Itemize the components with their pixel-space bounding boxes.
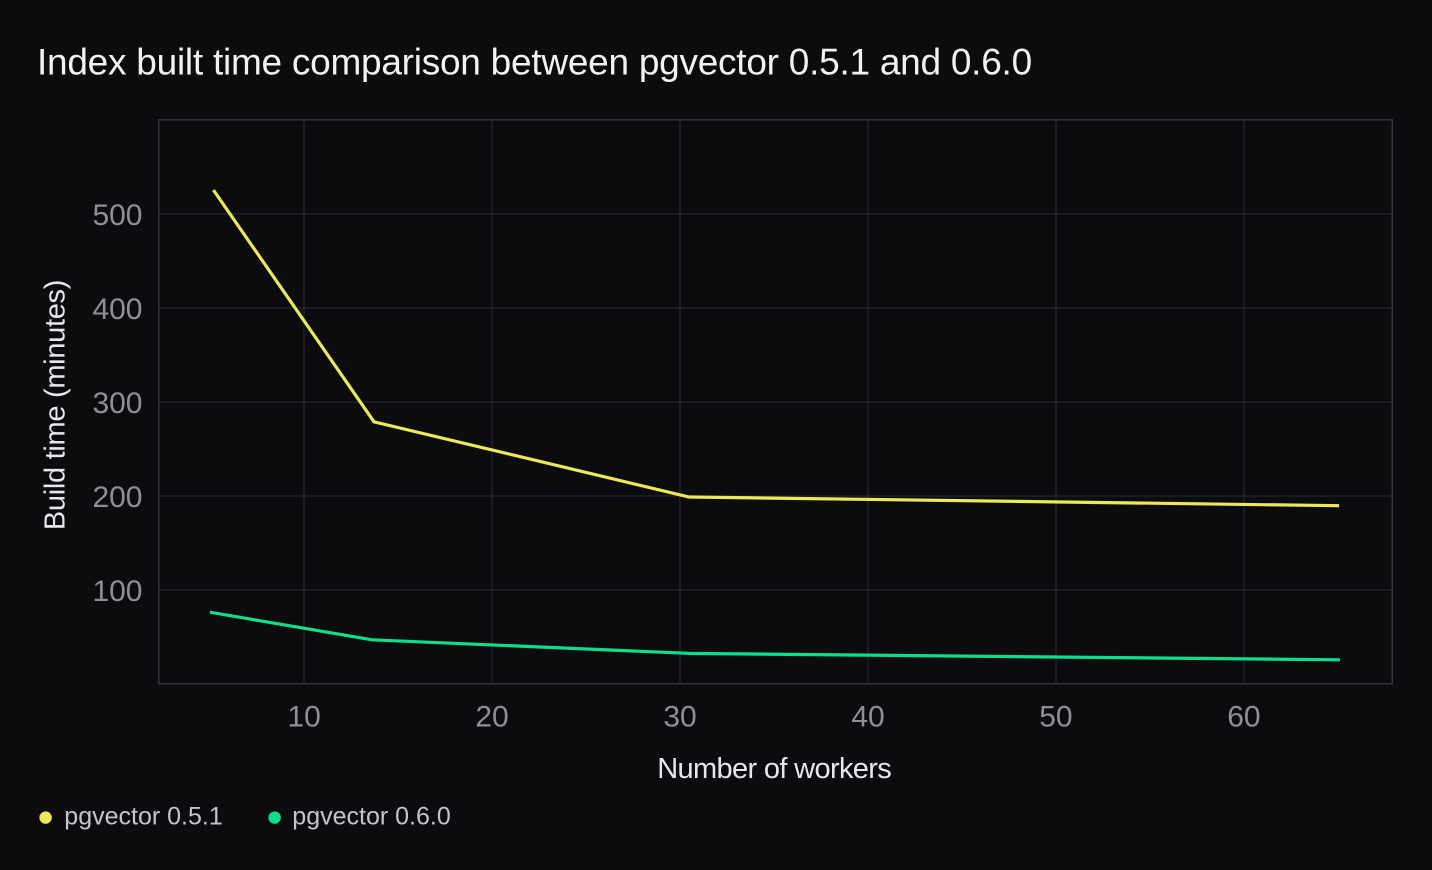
svg-text:300: 300 bbox=[92, 387, 142, 420]
svg-text:50: 50 bbox=[1039, 701, 1072, 734]
svg-text:pgvector 0.6.0: pgvector 0.6.0 bbox=[292, 803, 450, 831]
svg-text:500: 500 bbox=[92, 199, 142, 232]
svg-text:200: 200 bbox=[92, 481, 142, 514]
svg-text:Index built time comparison be: Index built time comparison between pgve… bbox=[37, 41, 1032, 82]
svg-text:100: 100 bbox=[92, 575, 142, 608]
svg-text:pgvector 0.5.1: pgvector 0.5.1 bbox=[64, 803, 222, 831]
svg-text:400: 400 bbox=[92, 293, 142, 326]
svg-text:20: 20 bbox=[475, 701, 508, 734]
svg-text:10: 10 bbox=[287, 701, 320, 734]
svg-text:60: 60 bbox=[1227, 701, 1260, 734]
svg-text:Build time (minutes): Build time (minutes) bbox=[39, 280, 71, 530]
svg-text:30: 30 bbox=[663, 701, 696, 734]
svg-text:40: 40 bbox=[851, 701, 884, 734]
svg-text:Number of workers: Number of workers bbox=[657, 753, 891, 785]
